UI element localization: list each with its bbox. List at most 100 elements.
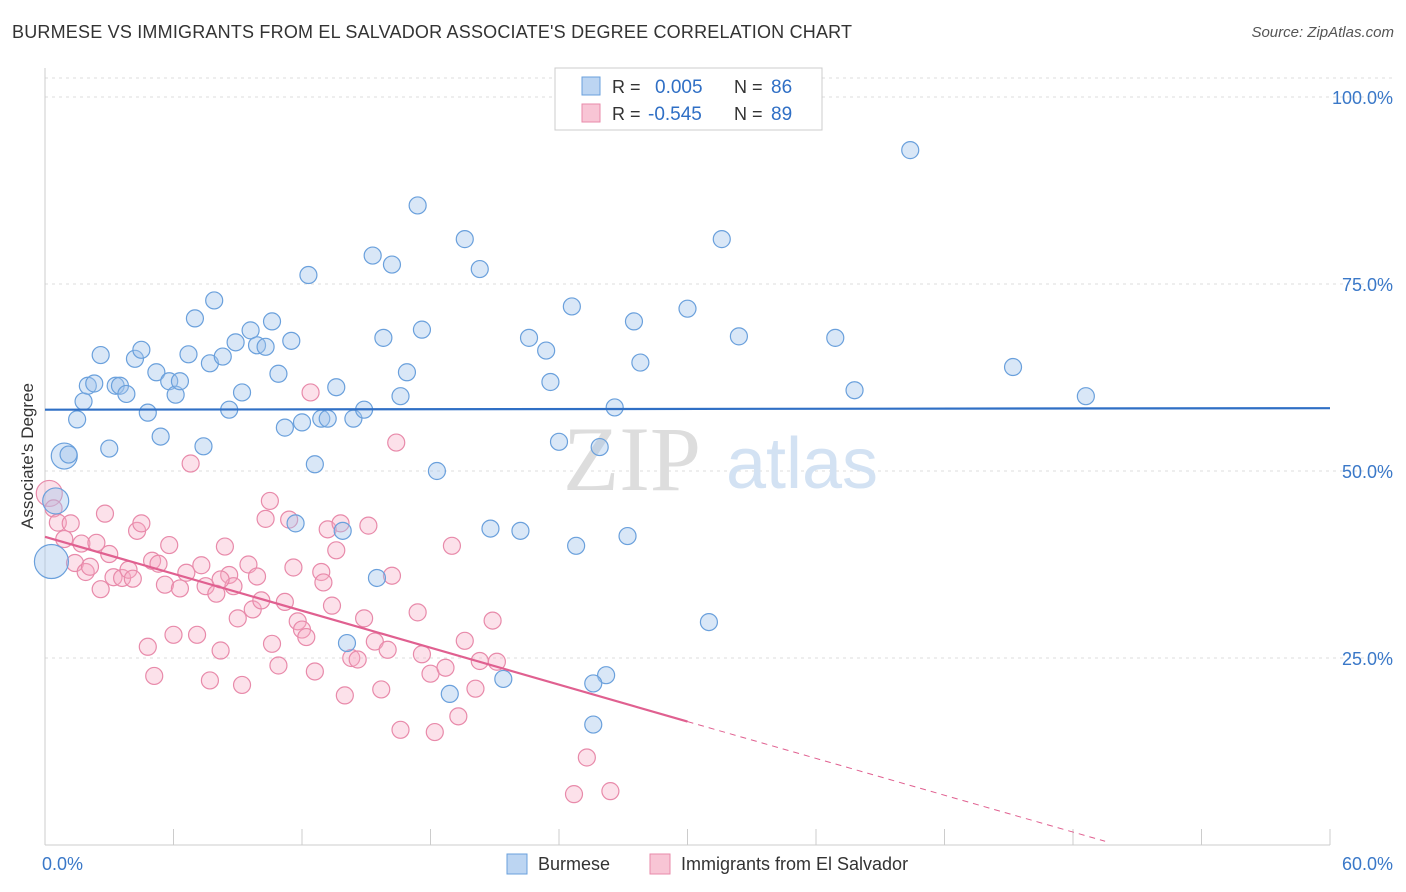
salvador-point bbox=[455, 631, 474, 650]
burmese-point bbox=[511, 521, 530, 540]
bottom-legend-burmese: Burmese bbox=[538, 854, 610, 874]
burmese-point bbox=[226, 333, 245, 352]
burmese-point bbox=[455, 230, 474, 249]
legend-salvador-swatch bbox=[581, 103, 601, 123]
salvador-point bbox=[355, 609, 374, 628]
salvador-point bbox=[564, 785, 584, 804]
salvador-point bbox=[145, 666, 164, 686]
burmese-point bbox=[541, 372, 560, 392]
burmese-point bbox=[470, 259, 489, 279]
burmese-point bbox=[537, 341, 556, 360]
burmese-point bbox=[367, 568, 387, 588]
burmese-point bbox=[427, 461, 447, 481]
burmese-point bbox=[74, 392, 93, 411]
salvador-point bbox=[95, 504, 115, 523]
legend-n-value-2: 89 bbox=[771, 104, 792, 125]
burmese-point bbox=[286, 514, 305, 533]
salvador-point bbox=[359, 516, 378, 535]
salvador-point bbox=[382, 566, 402, 585]
burmese-point bbox=[597, 666, 616, 685]
burmese-point bbox=[185, 309, 205, 328]
salvador-point bbox=[181, 454, 200, 473]
burmese-point bbox=[549, 432, 569, 451]
salvador-point bbox=[187, 625, 207, 644]
salvador-point bbox=[391, 720, 410, 739]
legend-n-value-1: 86 bbox=[771, 77, 792, 98]
burmese-point bbox=[519, 328, 539, 347]
salvador-point bbox=[314, 573, 333, 592]
burmese-point bbox=[562, 297, 581, 316]
burmese-point bbox=[1076, 387, 1095, 406]
legend-n-label-2: N = bbox=[734, 104, 763, 124]
salvador-points bbox=[35, 383, 620, 804]
salvador-point bbox=[387, 433, 406, 452]
burmese-point bbox=[232, 383, 252, 402]
legend-n-label-1: N = bbox=[734, 77, 763, 97]
burmese-point bbox=[213, 347, 232, 366]
salvador-point bbox=[372, 680, 391, 699]
burmese-point bbox=[269, 364, 288, 383]
bottom-legend-burmese-swatch bbox=[506, 853, 528, 875]
burmese-point bbox=[333, 521, 352, 540]
burmese-point bbox=[408, 196, 427, 215]
burmese-point bbox=[299, 265, 318, 285]
burmese-point bbox=[205, 291, 224, 310]
salvador-point bbox=[61, 514, 80, 533]
burmese-point bbox=[397, 363, 417, 382]
watermark: ZIP atlas bbox=[563, 408, 878, 510]
burmese-point bbox=[305, 455, 324, 474]
salvador-point bbox=[164, 625, 183, 644]
salvador-point bbox=[100, 544, 119, 564]
salvador-point bbox=[348, 650, 367, 669]
axes bbox=[44, 68, 1331, 846]
tick-labels: 100.0% 75.0% 50.0% 25.0% 0.0% 60.0% bbox=[42, 88, 1393, 874]
burmese-point bbox=[618, 526, 637, 546]
burmese-point bbox=[241, 321, 260, 340]
salvador-point bbox=[123, 569, 142, 588]
salvador-point bbox=[260, 491, 279, 511]
burmese-point bbox=[605, 398, 624, 417]
burmese-point bbox=[699, 612, 719, 632]
salvador-point bbox=[577, 748, 596, 767]
burmese-points bbox=[33, 141, 1095, 734]
burmese-point bbox=[412, 320, 432, 339]
salvador-point bbox=[305, 662, 324, 681]
y-axis-label: Associate's Degree bbox=[18, 383, 37, 529]
salvador-point bbox=[288, 612, 307, 631]
salvador-point bbox=[425, 722, 444, 742]
chart-source: Source: ZipAtlas.com bbox=[1251, 24, 1394, 41]
chart-title: BURMESE VS IMMIGRANTS FROM EL SALVADOR A… bbox=[12, 22, 853, 42]
burmese-point bbox=[481, 519, 500, 538]
salvador-point bbox=[247, 567, 267, 586]
salvador-point bbox=[200, 671, 220, 690]
y-tick-label: 50.0% bbox=[1342, 462, 1393, 482]
burmese-point bbox=[59, 445, 78, 464]
salvador-point bbox=[436, 658, 455, 677]
salvador-point bbox=[322, 596, 342, 615]
salvador-point bbox=[170, 579, 190, 598]
burmese-point bbox=[318, 409, 337, 428]
salvador-point bbox=[327, 541, 346, 560]
salvador-point bbox=[138, 637, 157, 656]
burmese-point bbox=[337, 633, 357, 653]
burmese-point bbox=[275, 418, 294, 437]
watermark-atlas: atlas bbox=[726, 424, 878, 504]
burmese-point bbox=[374, 328, 393, 347]
legend-r-value-2: -0.545 bbox=[648, 104, 702, 125]
burmese-trend-line bbox=[44, 407, 1331, 411]
trend-lines bbox=[44, 407, 1331, 842]
y-tick-label: 100.0% bbox=[1332, 88, 1393, 108]
burmese-point bbox=[826, 328, 845, 347]
burmese-point bbox=[1003, 357, 1023, 377]
burmese-point bbox=[678, 299, 697, 318]
burmese-point bbox=[584, 715, 603, 734]
x-tick-label: 60.0% bbox=[1342, 854, 1393, 874]
salvador-point bbox=[132, 514, 151, 533]
burmese-point bbox=[170, 372, 190, 391]
salvador-point bbox=[220, 565, 239, 585]
salvador-point bbox=[449, 707, 468, 726]
burmese-point bbox=[151, 427, 170, 446]
burmese-point bbox=[567, 536, 586, 555]
salvador-point bbox=[256, 509, 275, 528]
legend-r-value-1: 0.005 bbox=[655, 77, 703, 98]
